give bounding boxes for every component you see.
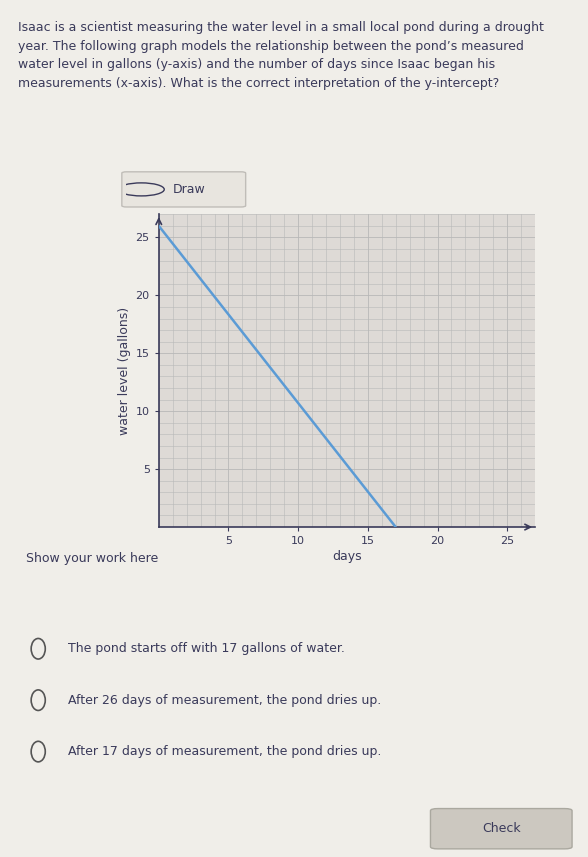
FancyBboxPatch shape xyxy=(430,808,572,849)
FancyBboxPatch shape xyxy=(122,171,246,207)
Text: Draw: Draw xyxy=(173,183,206,196)
Text: Check: Check xyxy=(482,822,520,836)
X-axis label: days: days xyxy=(332,550,362,563)
Text: The pond starts off with 17 gallons of water.: The pond starts off with 17 gallons of w… xyxy=(68,642,345,656)
Text: After 17 days of measurement, the pond dries up.: After 17 days of measurement, the pond d… xyxy=(68,745,381,758)
Text: Show your work here: Show your work here xyxy=(26,552,158,566)
Text: Isaac is a scientist measuring the water level in a small local pond during a dr: Isaac is a scientist measuring the water… xyxy=(18,21,543,90)
Y-axis label: water level (gallons): water level (gallons) xyxy=(118,307,132,434)
Text: After 26 days of measurement, the pond dries up.: After 26 days of measurement, the pond d… xyxy=(68,693,381,707)
